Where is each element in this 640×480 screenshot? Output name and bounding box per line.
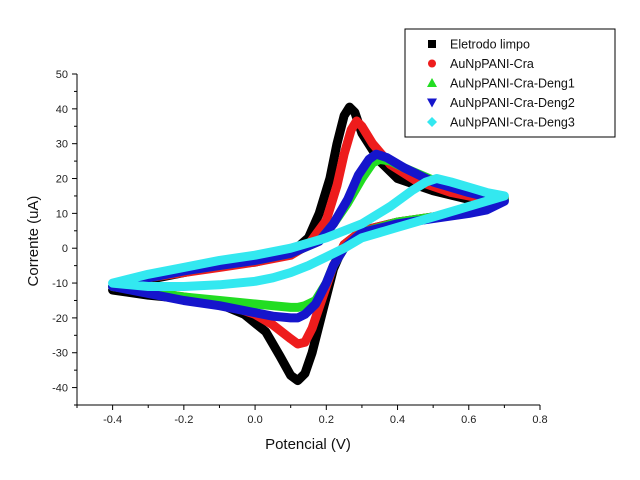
x-tick-label: 0.0	[247, 414, 262, 426]
y-tick-label: 0	[62, 243, 68, 255]
x-tick-label: 0.4	[390, 414, 405, 426]
legend-label-1: Eletrodo limpo	[450, 38, 530, 52]
y-tick-label: -20	[52, 313, 68, 325]
y-tick-label: -40	[52, 383, 68, 395]
legend-label-2: AuNpPANI-Cra	[450, 57, 534, 71]
series-line-5	[108, 174, 509, 291]
legend-label-3: AuNpPANI-Cra-Deng1	[450, 77, 575, 91]
legend: Eletrodo limpo AuNpPANI-Cra AuNpPANI-Cra-D…	[404, 28, 616, 138]
legend-box	[404, 28, 616, 138]
legend-marker-4	[427, 98, 437, 108]
legend-marker-3	[427, 78, 437, 87]
y-tick-label: 10	[56, 208, 68, 220]
legend-marker-2	[428, 59, 436, 68]
y-tick-label: 20	[56, 174, 68, 186]
x-tick-label: -0.4	[103, 414, 122, 426]
series-lines	[108, 102, 509, 386]
legend-marker-1	[428, 40, 436, 48]
legend-label-5: AuNpPANI-Cra-Deng3	[450, 116, 575, 130]
y-tick-label: -30	[52, 348, 68, 360]
y-axis-title: Corrente (uA)	[25, 196, 42, 287]
y-tick-label: 30	[56, 139, 68, 151]
x-tick-label: 0.6	[461, 414, 476, 426]
y-tick-label: 40	[56, 104, 68, 116]
axes: -0.4 -0.2 0.0 0.2 0.4 0.6 0.8 -40 -30 -20 -10 0 10 20…	[52, 69, 548, 426]
x-tick-label: 0.8	[532, 414, 547, 426]
x-tick-label: -0.2	[174, 414, 193, 426]
y-tick-label: 50	[56, 69, 68, 81]
x-axis-title: Potencial (V)	[265, 436, 351, 453]
x-tick-label: 0.2	[319, 414, 334, 426]
legend-label-4: AuNpPANI-Cra-Deng2	[450, 96, 575, 110]
y-tick-label: -10	[52, 278, 68, 290]
legend-marker-5	[427, 117, 437, 127]
